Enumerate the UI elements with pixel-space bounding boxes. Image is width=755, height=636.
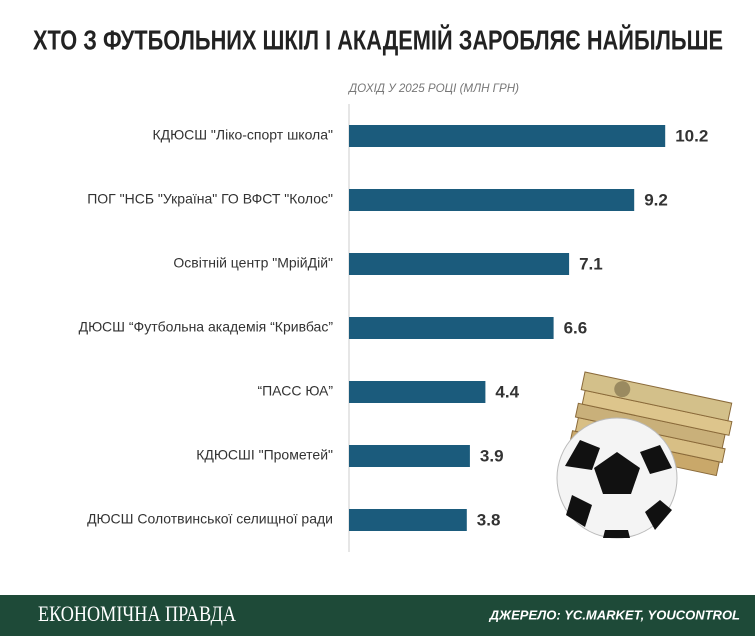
value-label: 10.2 [675,126,708,145]
value-label: 6.6 [564,318,588,337]
bar [349,509,467,531]
category-label: КДЮСШІ "Прометей" [196,447,333,463]
category-label: ПОГ "НСБ "Україна" ГО ВФСТ "Колос" [87,191,333,207]
category-label: ДЮСШ “Футбольна академія “Кривбас” [79,319,334,335]
brand: ЕКОНОМІЧНА ПРАВДА [38,601,236,626]
value-label: 3.9 [480,446,504,465]
bar [349,317,554,339]
bar [349,253,570,275]
category-label: Освітній центр "МрійДій" [173,255,333,271]
value-label: 7.1 [579,254,603,273]
illustration [556,371,733,539]
bar [349,445,470,467]
chart-title: ХТО З ФУТБОЛЬНИХ ШКІЛ І АКАДЕМІЙ ЗАРОБЛЯ… [33,23,723,55]
bar [349,125,666,147]
bar [349,381,486,403]
value-label: 4.4 [495,382,519,401]
source: ДЖЕРЕЛО: YC.MARKET, YOUCONTROL [489,607,740,622]
chart-subtitle: ДОХІД У 2025 РОЦІ (МЛН ГРН) [347,81,519,95]
footer-band [0,595,755,636]
category-label: КДЮСШ "Ліко-спорт школа" [152,127,333,143]
category-label: ДЮСШ Солотвинської селищної ради [87,511,333,527]
value-label: 9.2 [644,190,668,209]
value-label: 3.8 [477,510,501,529]
bar [349,189,635,211]
category-label: “ПАСС ЮА” [257,383,333,399]
